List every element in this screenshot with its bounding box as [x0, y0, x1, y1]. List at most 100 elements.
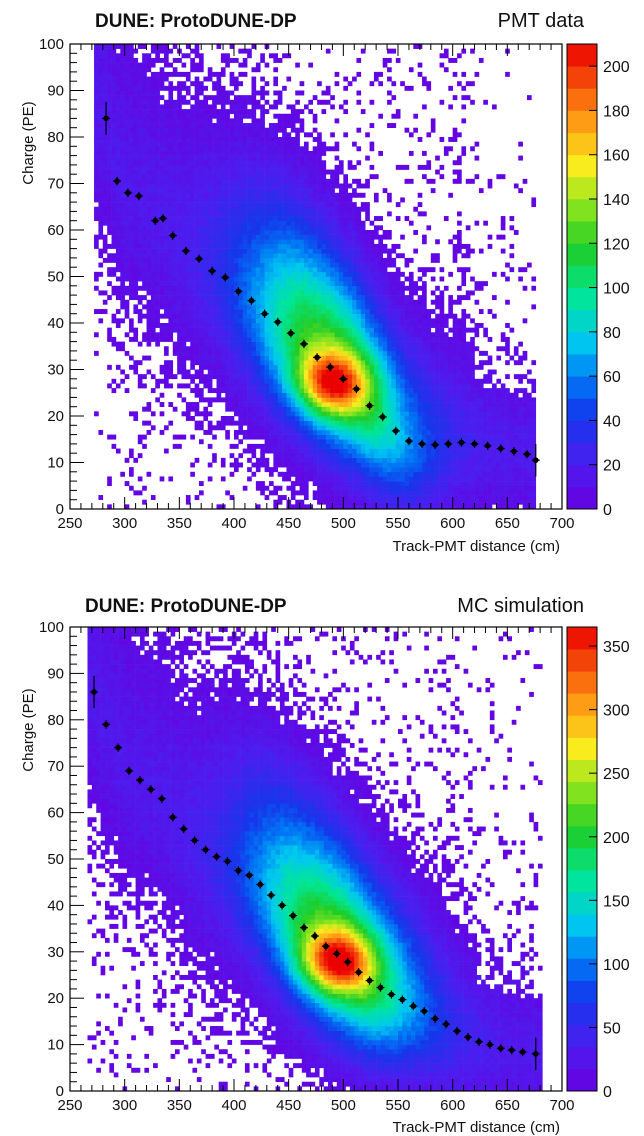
- heatmap-cell: [282, 248, 287, 254]
- heatmap-cell: [102, 188, 108, 194]
- heatmap-cell: [115, 174, 121, 180]
- heatmap-cell: [382, 392, 388, 398]
- heatmap-cell: [356, 420, 362, 426]
- heatmap-cell: [146, 123, 152, 128]
- heatmap-cell: [286, 388, 292, 394]
- heatmap-cell: [120, 285, 125, 291]
- heatmap-cell: [295, 183, 300, 189]
- heatmap-cell: [251, 220, 257, 226]
- heatmap-cell: [317, 485, 322, 491]
- heatmap-cell: [295, 271, 300, 277]
- heatmap-cell: [365, 490, 370, 496]
- heatmap-cell: [220, 295, 226, 301]
- heatmap-cell: [255, 467, 261, 473]
- heatmap-cell: [268, 239, 274, 245]
- heatmap-cell: [303, 434, 309, 440]
- heatmap-cell: [234, 248, 239, 254]
- heatmap-cell: [360, 323, 366, 328]
- heatmap-cell: [378, 429, 383, 435]
- heatmap-cell: [387, 299, 392, 305]
- heatmap-cell: [98, 192, 104, 198]
- heatmap-cell: [115, 95, 121, 101]
- heatmap-cell: [264, 141, 270, 147]
- heatmap-cell: [312, 397, 318, 403]
- heatmap-cell: [172, 71, 178, 77]
- heatmap-cell: [229, 262, 235, 268]
- heatmap-cell: [317, 137, 322, 142]
- heatmap-cell: [295, 378, 300, 384]
- heatmap-cell: [190, 309, 195, 314]
- heatmap-cell: [317, 364, 322, 370]
- heatmap-cell: [190, 257, 195, 263]
- heatmap-cell: [387, 434, 392, 440]
- heatmap-cell: [216, 192, 222, 198]
- heatmap-cell: [247, 350, 252, 356]
- heatmap-cell: [299, 188, 305, 194]
- heatmap-cell: [277, 360, 283, 366]
- heatmap-cell: [168, 206, 174, 212]
- heatmap-cell: [137, 99, 143, 105]
- heatmap-cell: [159, 304, 165, 310]
- heatmap-cell: [216, 290, 222, 296]
- heatmap-cell: [146, 318, 152, 324]
- heatmap-cell: [159, 290, 165, 296]
- heatmap-cell: [303, 160, 309, 166]
- heatmap-cell: [107, 104, 112, 110]
- heatmap-cell: [387, 453, 392, 459]
- heatmap-cell: [164, 276, 169, 282]
- heatmap-cell: [98, 81, 104, 87]
- heatmap-cell: [378, 485, 383, 491]
- heatmap-cell: [159, 262, 165, 268]
- heatmap-cell: [338, 471, 344, 477]
- heatmap-cell: [247, 202, 252, 208]
- heatmap-cell: [286, 141, 292, 147]
- heatmap-cell: [142, 137, 147, 142]
- heatmap-cell: [325, 169, 331, 175]
- heatmap-cell: [373, 327, 379, 333]
- heatmap-cell: [234, 350, 239, 356]
- heatmap-cell: [338, 262, 344, 268]
- heatmap-cell: [343, 243, 348, 249]
- heatmap-cell: [238, 99, 244, 105]
- heatmap-cell: [94, 192, 99, 198]
- heatmap-cell: [220, 211, 226, 217]
- heatmap-cell: [295, 62, 300, 68]
- heatmap-cell: [343, 383, 348, 389]
- heatmap-cell: [107, 155, 112, 161]
- heatmap-cell: [360, 206, 366, 212]
- heatmap-cell: [216, 95, 222, 101]
- heatmap-cell: [343, 332, 348, 338]
- heatmap-cell: [325, 327, 331, 333]
- heatmap-cell: [172, 104, 178, 110]
- heatmap-cell: [360, 327, 366, 333]
- heatmap-cell: [273, 104, 279, 110]
- heatmap-cell: [365, 234, 370, 240]
- heatmap-cell: [251, 360, 257, 366]
- heatmap-cell: [220, 290, 226, 296]
- heatmap-cell: [290, 434, 296, 440]
- heatmap-cell: [321, 420, 327, 426]
- heatmap-cell: [356, 211, 362, 217]
- heatmap-cell: [225, 383, 230, 389]
- heatmap-cell: [330, 304, 335, 310]
- heatmap-cell: [185, 192, 191, 198]
- heatmap-cell: [124, 57, 130, 63]
- heatmap-cell: [199, 206, 204, 212]
- heatmap-cell: [317, 267, 322, 273]
- heatmap-cell: [264, 216, 270, 221]
- heatmap-cell: [164, 206, 169, 212]
- heatmap-cell: [107, 141, 112, 147]
- heatmap-cell: [317, 346, 322, 352]
- heatmap-cell: [360, 234, 366, 240]
- heatmap-cell: [146, 341, 152, 347]
- heatmap-cell: [273, 230, 279, 235]
- heatmap-cell: [181, 285, 187, 291]
- heatmap-cell: [172, 44, 178, 49]
- heatmap-cell: [159, 364, 165, 370]
- heatmap-cell: [330, 392, 335, 398]
- heatmap-cell: [111, 113, 117, 119]
- heatmap-cell: [207, 262, 213, 268]
- heatmap-cell: [273, 113, 279, 119]
- heatmap-cell: [225, 216, 230, 221]
- heatmap-cell: [321, 160, 327, 166]
